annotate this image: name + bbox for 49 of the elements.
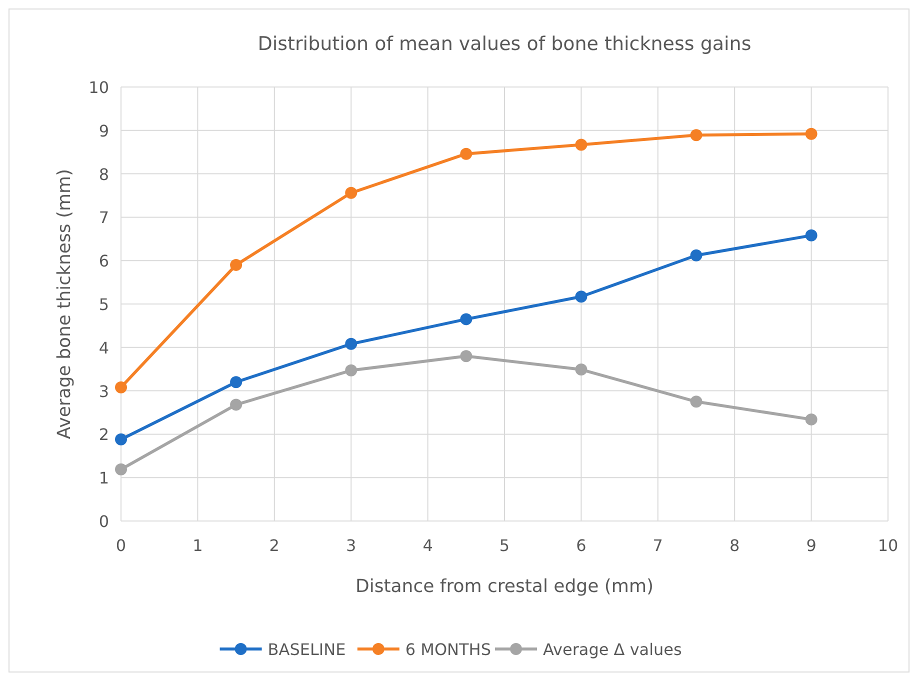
point (230, 258, 242, 271)
legend-label: 6 MONTHS (405, 640, 491, 659)
point (690, 129, 702, 142)
x-tick-label: 4 (422, 536, 433, 555)
y-tick-label: 3 (98, 382, 109, 401)
point (805, 128, 818, 140)
y-tick-label: 8 (98, 164, 109, 184)
y-axis-title: Average bone thickness (mm) (54, 168, 75, 440)
x-tick-label: 9 (806, 536, 816, 555)
x-tick-label: 7 (652, 536, 663, 555)
x-axis-title: Distance from crestal edge (mm) (355, 576, 654, 597)
point (805, 229, 818, 242)
y-tick-label: 9 (98, 121, 109, 140)
point (575, 138, 588, 151)
x-tick-label: 6 (576, 536, 586, 555)
y-tick-label: 0 (98, 512, 109, 531)
legend-label: Average Δ values (543, 640, 682, 659)
point (690, 396, 702, 408)
x-tick-label: 8 (730, 536, 740, 555)
chart-title: Distribution of mean values of bone thickness gains (258, 33, 752, 55)
y-tick-label: 2 (98, 425, 109, 444)
point (115, 433, 127, 446)
point (460, 148, 472, 160)
y-tick-label: 10 (88, 78, 109, 97)
point (345, 364, 358, 376)
point (230, 376, 242, 388)
y-tick-label: 1 (98, 468, 109, 488)
x-tick-label: 5 (499, 536, 510, 555)
x-tick-label: 10 (878, 536, 898, 555)
point (805, 413, 818, 426)
point (690, 249, 702, 262)
point (575, 290, 588, 303)
y-tick-label: 5 (98, 295, 109, 314)
y-tick-label: 4 (98, 338, 109, 358)
legend-label: BASELINE (268, 640, 346, 659)
point (230, 398, 242, 411)
x-tick-label: 1 (192, 536, 203, 555)
point (115, 381, 127, 394)
x-tick-label: 0 (116, 536, 126, 555)
point (345, 338, 358, 350)
point (345, 186, 358, 199)
point (460, 350, 472, 362)
point (460, 313, 472, 326)
point (115, 463, 127, 476)
y-tick-label: 7 (98, 208, 109, 228)
y-tick-label: 6 (98, 252, 109, 271)
x-tick-label: 2 (269, 536, 280, 555)
x-tick-label: 3 (346, 536, 356, 555)
point (575, 364, 588, 376)
